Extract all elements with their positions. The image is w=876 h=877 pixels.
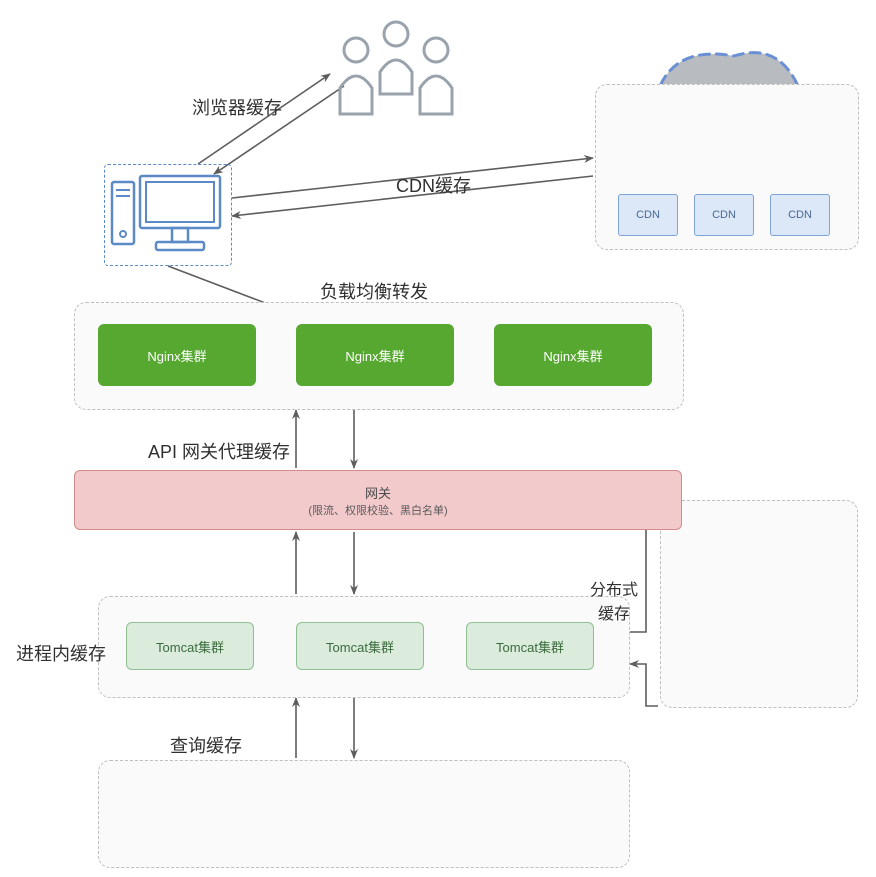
redis-group: [660, 500, 858, 708]
label-cdn-cache: CDN缓存: [396, 172, 471, 198]
label-query-cache: 查询缓存: [170, 732, 242, 758]
cdn-node-1: CDN: [694, 194, 754, 236]
label-api-gateway-cache: API 网关代理缓存: [148, 438, 290, 464]
nginx-node-2: Nginx集群: [494, 324, 652, 386]
mysql-group: [98, 760, 630, 868]
gateway-sub: (限流、权限校验、黑白名单): [308, 502, 447, 518]
label-browser-cache: 浏览器缓存: [192, 94, 282, 120]
tomcat-node-2: Tomcat集群: [466, 622, 594, 670]
cdn-node-2: CDN: [770, 194, 830, 236]
tomcat-node-1: Tomcat集群: [296, 622, 424, 670]
diagram-stage: MySQL集群MySQL集群MySQL集群RedisClusterRedisCl…: [0, 0, 876, 877]
nginx-node-0: Nginx集群: [98, 324, 256, 386]
tomcat-node-0: Tomcat集群: [126, 622, 254, 670]
label-inproc-cache: 进程内缓存: [16, 640, 106, 666]
gateway-title: 网关: [365, 483, 391, 502]
people-icon: [340, 22, 452, 114]
gateway-node: 网关(限流、权限校验、黑白名单): [74, 470, 682, 530]
label-distributed-cache: 分布式 缓存: [590, 576, 638, 624]
computer-group: [104, 164, 232, 266]
nginx-node-1: Nginx集群: [296, 324, 454, 386]
edge-redis-tomcat: [630, 664, 658, 706]
cdn-node-0: CDN: [618, 194, 678, 236]
label-load-balance: 负载均衡转发: [320, 278, 428, 304]
